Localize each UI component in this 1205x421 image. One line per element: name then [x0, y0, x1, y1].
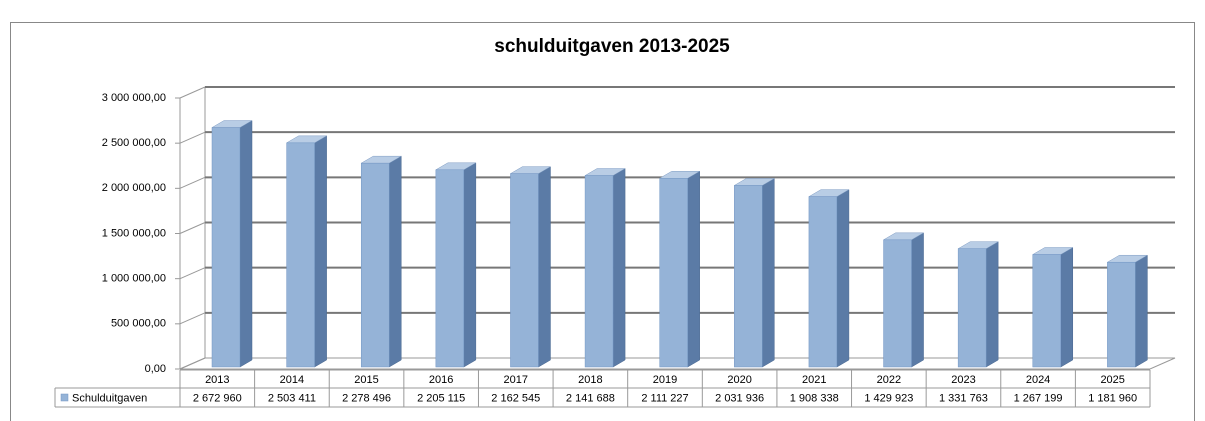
- grid-line: [179, 86, 206, 99]
- value-label: 2 111 227: [641, 392, 688, 404]
- bar-side: [463, 162, 477, 368]
- y-tick-label: 3 000 000,00: [102, 92, 166, 104]
- y-tick-label: 0,00: [145, 363, 166, 375]
- y-tick-label: 2 500 000,00: [102, 137, 166, 149]
- y-tick-label: 1 500 000,00: [102, 227, 166, 239]
- value-label: 2 503 411: [268, 392, 316, 404]
- bar-side: [388, 155, 402, 368]
- bar-side: [836, 189, 850, 368]
- grid-line: [179, 176, 206, 189]
- x-tick-label: 2021: [802, 374, 826, 386]
- value-label: 1 908 338: [790, 392, 839, 404]
- bar-side: [985, 241, 999, 368]
- value-label: 2 162 545: [491, 392, 540, 404]
- bar: [1107, 261, 1136, 368]
- value-label: 1 429 923: [864, 392, 913, 404]
- bar: [659, 178, 688, 368]
- bar: [211, 127, 241, 368]
- x-tick-label: 2018: [578, 374, 602, 386]
- bar-side: [762, 178, 775, 368]
- bar-side: [1135, 254, 1148, 368]
- value-label: 2 672 960: [193, 392, 242, 404]
- bar-side: [612, 168, 626, 368]
- bar: [435, 169, 465, 368]
- value-label: 1 181 960: [1088, 392, 1137, 404]
- bar-side: [911, 232, 924, 368]
- bar: [1032, 254, 1062, 368]
- bar-side: [1060, 247, 1074, 368]
- bar: [584, 175, 614, 368]
- grid-line: [179, 357, 206, 370]
- y-tick-label: 2 000 000,00: [102, 182, 166, 194]
- x-tick-label: 2023: [951, 374, 975, 386]
- value-label: 1 267 199: [1014, 392, 1063, 404]
- bar: [510, 173, 539, 368]
- bar-side: [687, 170, 700, 368]
- value-label: 2 205 115: [417, 392, 465, 404]
- x-tick-label: 2013: [205, 374, 229, 386]
- x-tick-label: 2025: [1100, 374, 1124, 386]
- value-label: 2 141 688: [566, 392, 615, 404]
- chart-title: schulduitgaven 2013-2025: [494, 36, 730, 57]
- bar: [808, 196, 838, 368]
- grid-line: [179, 222, 206, 234]
- x-tick-label: 2015: [354, 374, 378, 386]
- bar-side: [239, 120, 253, 368]
- legend-swatch: [60, 393, 69, 402]
- value-label: 1 331 763: [939, 392, 988, 404]
- bar: [957, 248, 987, 368]
- bar: [883, 239, 912, 368]
- bar: [286, 142, 315, 368]
- x-tick-label: 2014: [280, 374, 304, 386]
- x-tick-label: 2019: [653, 374, 677, 386]
- bar-side: [538, 166, 551, 368]
- x-tick-label: 2024: [1026, 374, 1050, 386]
- grid-line: [179, 312, 206, 325]
- y-tick-label: 500 000,00: [111, 318, 166, 330]
- x-tick-label: 2022: [877, 374, 901, 386]
- x-tick-label: 2016: [429, 374, 453, 386]
- grid-line: [179, 131, 206, 144]
- bar: [734, 185, 763, 368]
- bar: [360, 162, 390, 368]
- bar-side: [314, 135, 327, 368]
- legend-label: Schulduitgaven: [72, 392, 147, 404]
- x-tick-label: 2017: [504, 374, 528, 386]
- y-tick-label: 1 000 000,00: [102, 273, 166, 285]
- value-label: 2 031 936: [715, 392, 764, 404]
- x-tick-label: 2020: [727, 374, 751, 386]
- value-label: 2 278 496: [342, 392, 391, 404]
- grid-line: [179, 267, 206, 280]
